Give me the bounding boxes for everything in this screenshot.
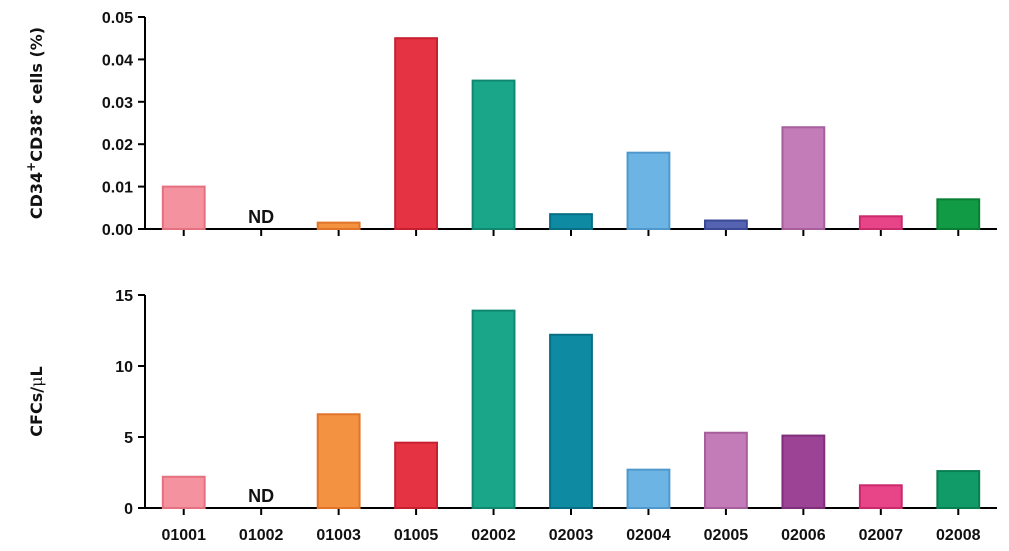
bar-02002 [471, 79, 516, 230]
y-tick-label: 0.01 [102, 180, 133, 197]
bar-02002 [471, 309, 516, 509]
category-label-01001: 01001 [161, 527, 206, 544]
bar-02006 [781, 434, 826, 509]
bar-02006 [781, 126, 826, 230]
category-label-02004: 02004 [626, 527, 671, 544]
bar-02005 [703, 219, 748, 231]
y-tick-label: 15 [115, 288, 133, 305]
nd-annotation: ND [248, 207, 274, 227]
bar-01005 [394, 37, 439, 231]
category-label-02007: 02007 [859, 527, 904, 544]
category-label-02008: 02008 [936, 527, 981, 544]
bar-02008 [936, 198, 981, 231]
bar-02007 [858, 215, 903, 230]
bar-01001 [161, 185, 206, 231]
y-tick-label: 0.05 [102, 10, 133, 27]
y-tick-label: 0.03 [102, 95, 133, 112]
y-tick-label: 0.00 [102, 222, 133, 239]
bar-01001 [161, 475, 206, 510]
bar-02003 [549, 333, 593, 510]
y-tick-label: 10 [115, 359, 133, 376]
category-label-02006: 02006 [781, 527, 826, 544]
category-label-02003: 02003 [549, 527, 594, 544]
category-label-02002: 02002 [471, 527, 516, 544]
nd-annotation: ND [248, 486, 274, 506]
y-axis-title: CFCs/μL [27, 366, 46, 436]
y-tick-label: 0 [124, 501, 133, 518]
bar-01003 [316, 221, 361, 230]
bar-02007 [858, 484, 903, 509]
y-tick-label: 0.02 [102, 137, 133, 154]
y-axis-title: CD34+CD38- cells (%) [24, 27, 46, 219]
bar-02003 [549, 213, 593, 231]
bar-01003 [316, 413, 361, 509]
bar-02004 [626, 151, 671, 230]
category-label-01003: 01003 [316, 527, 361, 544]
bar-02008 [936, 470, 981, 509]
bar-01005 [394, 441, 439, 509]
y-tick-label: 5 [124, 430, 133, 447]
bar-02004 [626, 468, 671, 510]
category-label-02005: 02005 [704, 527, 749, 544]
category-label-01005: 01005 [394, 527, 439, 544]
bar-02005 [703, 431, 748, 509]
category-label-01002: 01002 [239, 527, 284, 544]
y-tick-label: 0.04 [102, 52, 133, 69]
